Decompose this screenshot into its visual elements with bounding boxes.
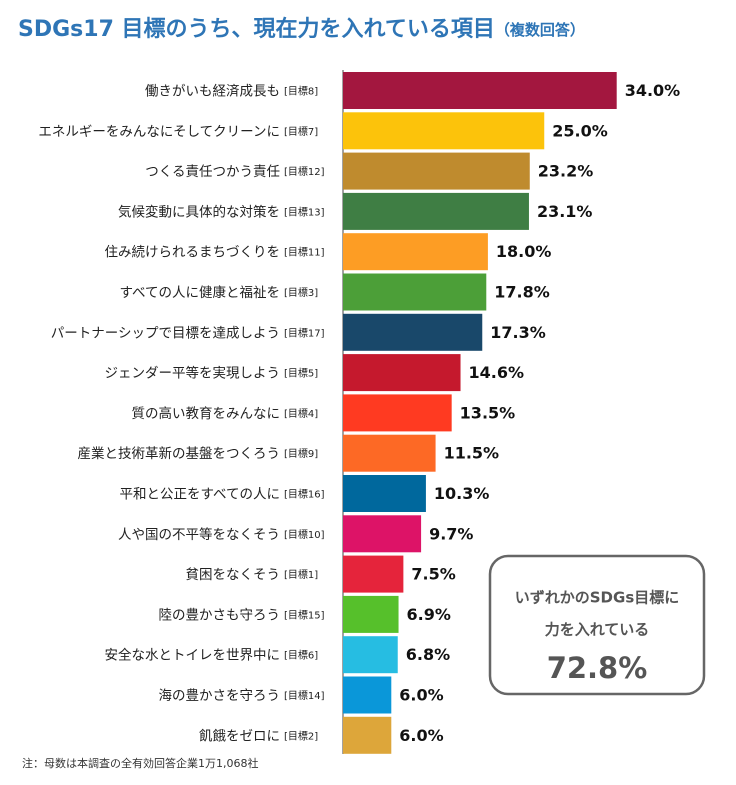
bar [343, 434, 436, 472]
callout-value: 72.8% [547, 651, 648, 685]
value-label: 14.6% [469, 363, 525, 382]
value-label: 23.1% [537, 202, 593, 221]
bar [343, 273, 487, 311]
bar [343, 152, 530, 190]
bar [343, 394, 452, 432]
category-label: 安全な水とトイレを世界中に [105, 647, 281, 664]
goal-tag: [目標13] [284, 205, 325, 218]
goal-tag: [目標10] [284, 528, 325, 541]
category-label: 人や国の不平等をなくそう [118, 526, 280, 543]
value-label: 25.0% [552, 121, 608, 140]
goal-tag: [目標3] [284, 286, 318, 299]
goal-tag: [目標2] [284, 729, 318, 742]
goal-tag: [目標6] [284, 649, 318, 662]
goal-tag: [目標5] [284, 367, 318, 380]
value-label: 9.7% [429, 524, 473, 543]
value-label: 10.3% [434, 484, 490, 503]
value-label: 34.0% [625, 81, 681, 100]
bar [343, 636, 398, 674]
callout-line: 力を入れている [545, 621, 650, 639]
bar [343, 475, 426, 512]
goal-tag: [目標12] [284, 165, 325, 178]
title-text: SDGs17 目標のうち、現在力を入れている項目 [18, 16, 495, 42]
bar [343, 716, 392, 754]
value-label: 7.5% [411, 565, 455, 584]
value-label: 23.2% [538, 162, 594, 181]
bar [343, 313, 483, 351]
category-label: パートナーシップで目標を達成しよう [51, 325, 280, 341]
goal-tag: [目標17] [284, 326, 325, 339]
bar [343, 515, 422, 553]
category-label: 質の高い教育をみんなに [132, 405, 281, 422]
goal-tag: [目標8] [284, 85, 318, 98]
category-label: 働きがいも経済成長も [145, 84, 280, 100]
value-label: 17.8% [494, 283, 550, 302]
category-label: 貧困をなくそう [186, 567, 281, 583]
category-label: ジェンダー平等を実現しよう [105, 365, 281, 382]
goal-tag: [目標11] [284, 246, 325, 259]
callout-line: いずれかのSDGs目標に [515, 589, 680, 607]
bar [343, 233, 488, 271]
bar [343, 192, 529, 230]
value-label: 18.0% [496, 242, 552, 261]
goal-tag: [目標15] [284, 608, 325, 621]
chart-title: SDGs17 目標のうち、現在力を入れている項目（複数回答） [18, 16, 585, 42]
value-label: 6.9% [407, 605, 451, 624]
bar [343, 354, 461, 392]
bar [343, 72, 617, 109]
category-label: すべての人に健康と福祉を [119, 284, 280, 301]
value-label: 13.5% [460, 403, 516, 422]
value-label: 6.0% [399, 686, 443, 705]
goal-tag: [目標9] [284, 447, 318, 460]
bar [343, 595, 399, 633]
bar [343, 112, 545, 150]
category-label: 気候変動に具体的な対策を [118, 203, 280, 220]
goal-tag: [目標7] [284, 125, 318, 138]
category-label: 平和と公正をすべての人に [119, 487, 280, 503]
goal-tag: [目標1] [284, 568, 318, 581]
value-label: 6.8% [406, 645, 450, 664]
callout-box [488, 554, 706, 696]
value-label: 17.3% [490, 323, 546, 342]
goal-tag: [目標4] [284, 407, 318, 420]
footnote: 注：母数は本調査の全有効回答企業1万1,068社 [22, 756, 259, 770]
category-label: エネルギーをみんなにそしてクリーンに [38, 124, 280, 140]
category-label: 飢餓をゼロに [199, 728, 280, 744]
goal-tag: [目標14] [284, 689, 325, 702]
category-label: 海の豊かさを守ろう [159, 688, 281, 704]
category-label: 陸の豊かさも守ろう [159, 607, 281, 623]
category-label: 産業と技術革新の基盤をつくろう [78, 445, 281, 462]
bar [343, 676, 392, 714]
category-label: つくる責任つかう責任 [145, 164, 280, 180]
value-label: 11.5% [444, 444, 500, 463]
bar [343, 555, 404, 593]
category-label: 住み続けられるまちづくりを [105, 245, 281, 261]
subtitle: （複数回答） [495, 21, 585, 39]
value-label: 6.0% [399, 726, 443, 745]
goal-tag: [目標16] [284, 488, 325, 501]
